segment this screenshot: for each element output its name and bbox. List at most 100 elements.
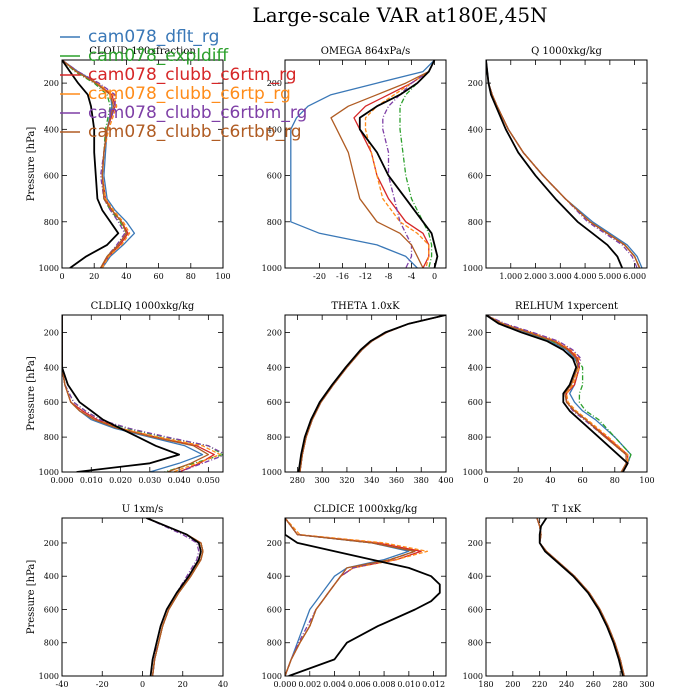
panel-3: 1.000 2.000 3.000 4.000 5.000 6.000 200 400 600 8… (463, 46, 648, 281)
x-tick-label: 300 (315, 476, 330, 485)
y-tick-label: 400 (267, 572, 282, 581)
y-tick-label: 200 (44, 539, 59, 548)
y-tick-label: 1000 (39, 468, 59, 477)
panel-title: THETA 1.0xK (331, 301, 400, 312)
panel-title: Q 1000xkg/kg (531, 46, 602, 57)
y-tick-label: 200 (267, 539, 282, 548)
y-axis-label: Pressure [hPa] (26, 356, 37, 431)
series-line-2 (299, 315, 446, 472)
panel-6: 0 20 40 60 80 100 200 400 600 800 1000 RELHUM 1xper… (463, 301, 655, 485)
series-line-1 (290, 60, 435, 268)
series-group (486, 315, 632, 472)
x-tick-label: 60 (578, 476, 588, 485)
series-line-5 (146, 518, 200, 676)
series-line-1 (299, 315, 446, 472)
y-tick-label: 200 (44, 328, 59, 337)
y-tick-label: 600 (468, 398, 483, 407)
series-group (62, 60, 136, 268)
y-tick-label: 1000 (262, 672, 282, 681)
x-tick-label: 0.050 (197, 476, 220, 485)
series-line-7 (486, 315, 629, 472)
y-tick-label: 1000 (262, 264, 282, 273)
x-tick-label: 240 (559, 680, 574, 689)
series-group (290, 60, 439, 268)
x-tick-label: 40 (121, 272, 131, 281)
x-tick-label: 0 (432, 272, 437, 281)
x-tick-label: 0.030 (138, 476, 161, 485)
y-tick-label: 400 (267, 125, 282, 134)
series-line-1 (486, 60, 643, 268)
series-line-1 (62, 315, 204, 472)
y-tick-label: 400 (468, 125, 483, 134)
x-tick-label: 2.000 (524, 272, 547, 281)
y-tick-label: 600 (468, 172, 483, 181)
series-line-6 (330, 60, 436, 268)
x-tick-label: 280 (613, 680, 628, 689)
x-tick-label: 220 (532, 680, 547, 689)
series-group (285, 518, 441, 676)
x-tick-label: 300 (639, 680, 654, 689)
x-tick-label: 100 (215, 272, 230, 281)
panel-4: 0.000 0.010 0.020 0.030 0.040 0.050 200 400 600 8… (26, 301, 224, 485)
panel-7: -40 -20 0 20 40 200 400 600 800 1000 U 1xm/s Pressu… (26, 504, 228, 689)
y-tick-label: 600 (44, 172, 59, 181)
series-line-7 (62, 60, 120, 268)
y-tick-label: 800 (468, 218, 483, 227)
y-tick-label: 1000 (262, 468, 282, 477)
series-line-5 (62, 60, 126, 268)
y-tick-label: 600 (468, 605, 483, 614)
x-tick-label: 40 (545, 476, 555, 485)
x-tick-label: -20 (313, 272, 326, 281)
y-axis-label: Pressure [hPa] (26, 560, 37, 635)
series-line-7 (146, 518, 202, 676)
series-line-1 (536, 518, 625, 676)
x-tick-label: 80 (610, 476, 620, 485)
y-tick-label: 600 (267, 398, 282, 407)
x-tick-label: 0.020 (109, 476, 132, 485)
series-line-2 (486, 315, 632, 472)
x-tick-label: 20 (513, 476, 523, 485)
x-tick-label: 0.000 (51, 476, 74, 485)
series-line-3 (299, 315, 446, 472)
y-tick-label: 200 (44, 79, 59, 88)
x-tick-label: 4.000 (574, 272, 597, 281)
series-line-3 (353, 60, 436, 268)
series-line-7 (62, 315, 181, 472)
y-tick-label: 1000 (463, 264, 483, 273)
series-line-4 (62, 315, 221, 472)
x-tick-label: 400 (438, 476, 453, 485)
series-group (146, 518, 204, 676)
legend-label: cam078_clubb_c6rtbm_rg (88, 103, 307, 123)
y-tick-label: 200 (267, 79, 282, 88)
x-tick-label: 380 (414, 476, 429, 485)
y-tick-label: 800 (44, 218, 59, 227)
panel-9: 180 200 220 240 260 280 300 200 400 600 800 1000 T 1… (463, 504, 655, 689)
x-tick-label: 6.000 (623, 272, 646, 281)
x-tick-label: 280 (290, 476, 305, 485)
plot-frame (284, 314, 447, 473)
series-line-5 (486, 315, 627, 472)
series-line-3 (486, 315, 629, 472)
y-tick-label: 200 (468, 539, 483, 548)
legend-label: cam078_clubb_c6rtbp_rg (88, 122, 302, 142)
x-tick-label: 80 (186, 272, 196, 281)
panel-title: CLOUD 100xfraction (89, 46, 196, 57)
plot-frame (61, 59, 224, 269)
y-tick-label: 400 (267, 363, 282, 372)
series-line-2 (285, 518, 416, 676)
series-line-3 (536, 518, 625, 676)
x-tick-label: 100 (639, 476, 654, 485)
x-tick-label: 0.010 (397, 680, 420, 689)
legend-label: cam078_clubb_c6rtp_rg (88, 84, 291, 104)
x-tick-label: 340 (364, 476, 379, 485)
panel-8: 0.000 0.002 0.004 0.006 0.008 0.010 0.012 200 40… (262, 504, 447, 689)
plot-frame (485, 517, 648, 677)
y-axis-label: Pressure [hPa] (26, 127, 37, 202)
panel-5: 280 300 320 340 360 380 400 200 400 600 800 1000 THE… (262, 301, 454, 485)
x-tick-label: -8 (385, 272, 393, 281)
series-line-7 (486, 60, 624, 268)
x-tick-label: 0 (59, 272, 64, 281)
series-line-5 (536, 518, 625, 676)
y-tick-label: 800 (267, 433, 282, 442)
